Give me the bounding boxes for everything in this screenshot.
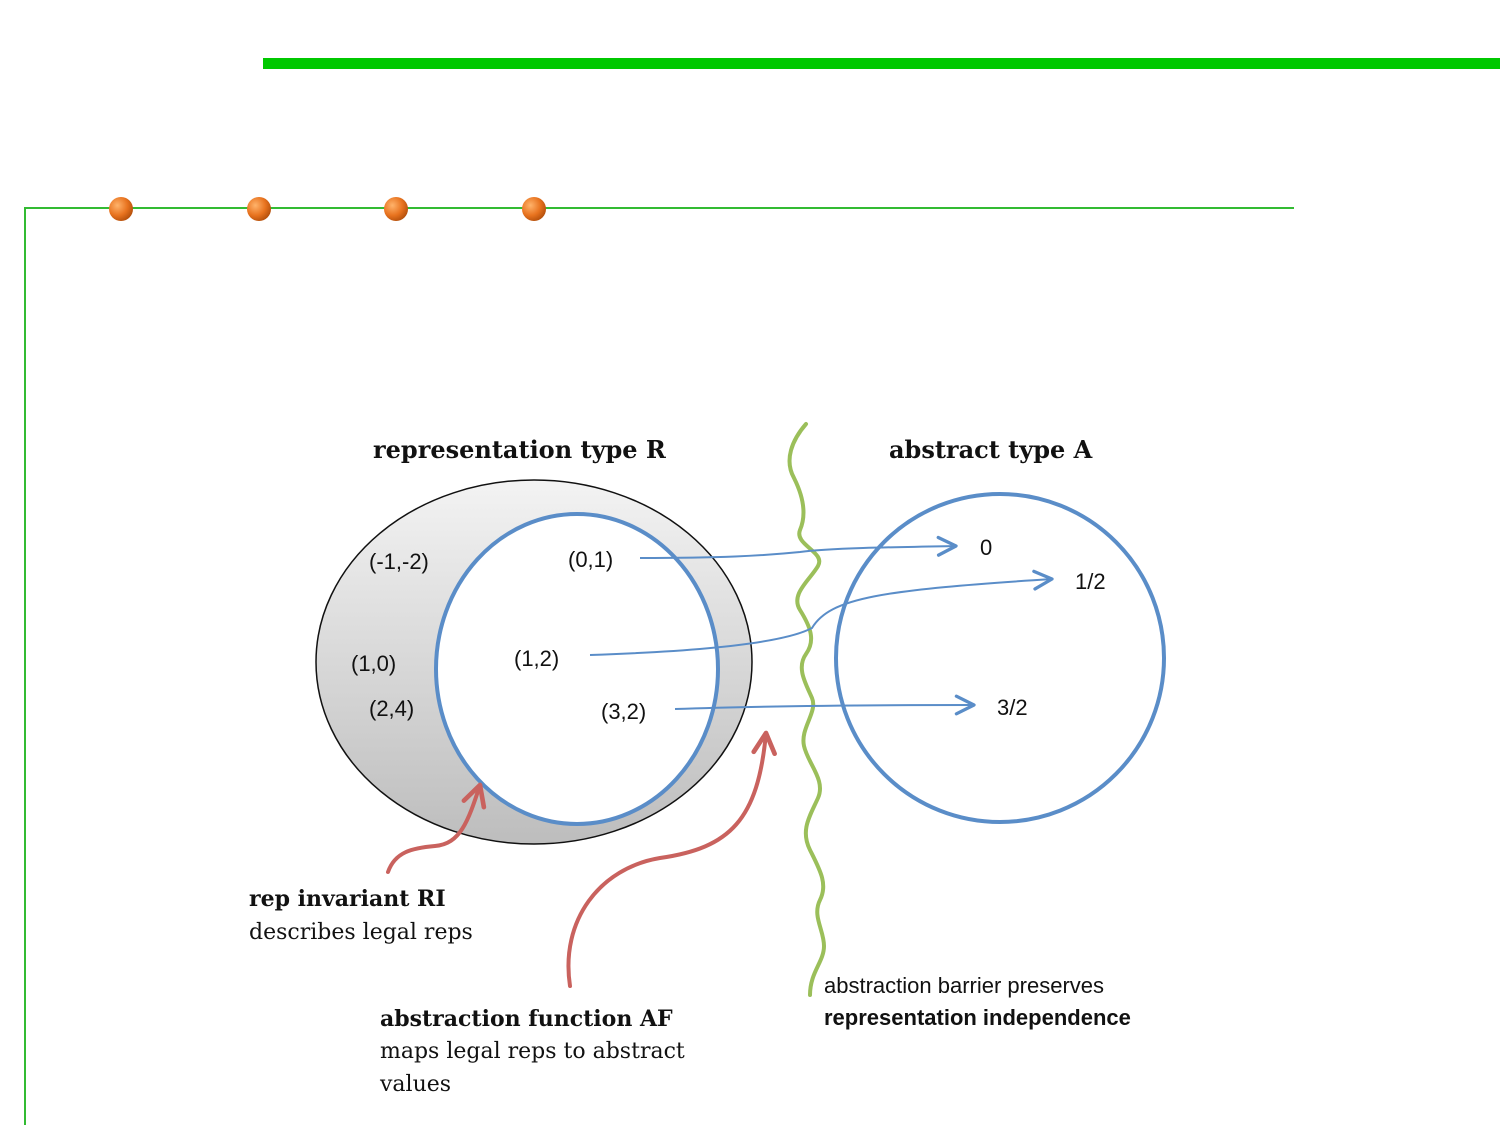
ri-caption-desc: describes legal reps	[249, 920, 473, 945]
bullet-dot	[109, 197, 133, 221]
bullet-dot	[522, 197, 546, 221]
illegal-rep: (2,4)	[369, 696, 414, 721]
abstract-space-circle	[834, 492, 1166, 824]
af-mapping-arrow	[589, 569, 1054, 656]
rep-type-title: representation type R	[373, 435, 667, 464]
abstraction-barrier-line	[787, 422, 827, 997]
bullet-dot	[247, 197, 271, 221]
af-caption-title: abstraction function AF	[380, 1006, 673, 1032]
abstract-value: 1/2	[1075, 569, 1106, 594]
abstract-value: 0	[980, 535, 992, 560]
af-mapping-arrow	[639, 535, 958, 559]
barrier-caption-line1: abstraction barrier preserves	[824, 973, 1104, 998]
legal-rep: (1,2)	[514, 646, 559, 671]
ri-pointer-arrow	[386, 782, 487, 874]
top-accent-bar	[263, 58, 1500, 69]
af-mapping-arrow	[674, 694, 976, 716]
barrier-caption-line2: representation independence	[824, 1005, 1131, 1030]
legal-reps-circle	[434, 512, 720, 826]
af-pointer-arrow	[566, 730, 777, 988]
bullet-dot	[384, 197, 408, 221]
abs-type-title: abstract type A	[889, 435, 1093, 464]
legal-rep: (3,2)	[601, 699, 646, 724]
abstract-value: 3/2	[997, 695, 1028, 720]
illegal-rep: (-1,-2)	[369, 549, 429, 574]
legal-rep: (0,1)	[568, 547, 613, 572]
af-caption-desc-line2: values	[379, 1072, 451, 1097]
illegal-rep: (1,0)	[351, 651, 396, 676]
ri-caption-title: rep invariant RI	[249, 886, 446, 912]
af-caption-desc-line1: maps legal reps to abstract	[380, 1039, 685, 1064]
